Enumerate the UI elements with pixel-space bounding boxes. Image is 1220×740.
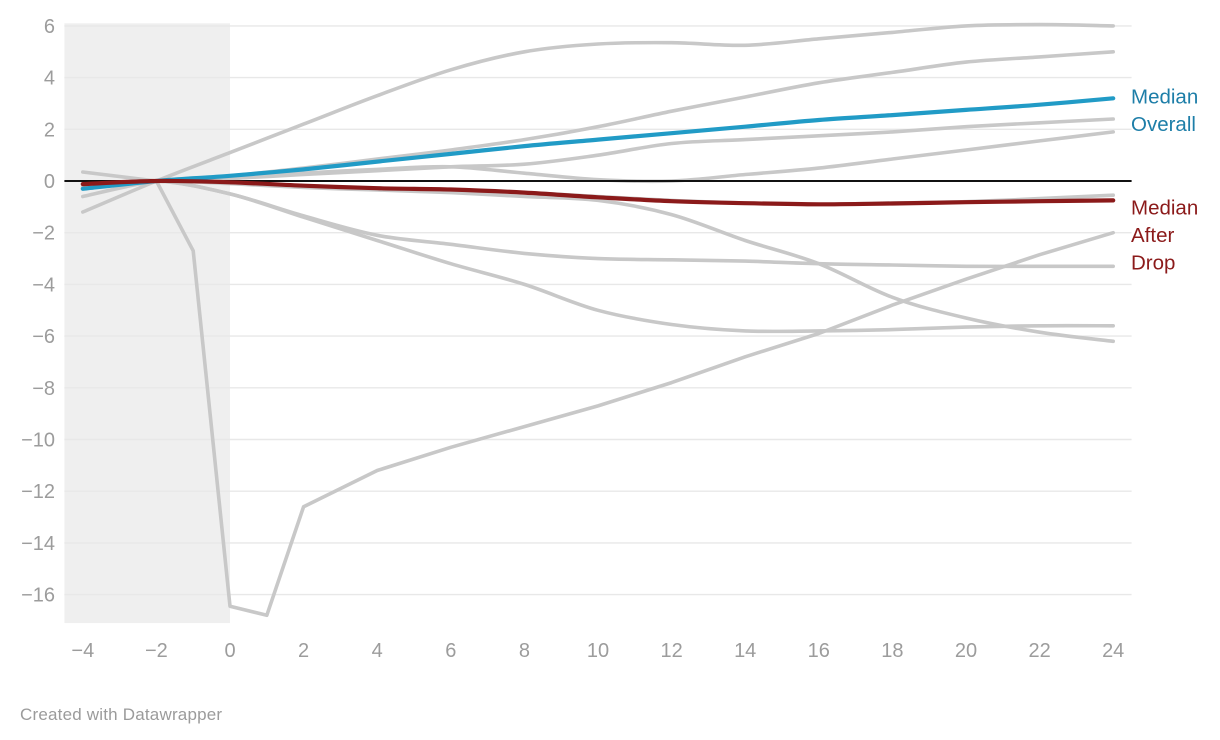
- x-tick-label: 24: [1102, 640, 1124, 662]
- x-tick-label: 20: [955, 640, 977, 662]
- series-line-gray-late-fall: [81, 179, 1115, 344]
- y-tick-label: −6: [32, 326, 55, 348]
- y-tick-label: −8: [32, 378, 55, 400]
- annotation-median-after-drop-line3: Drop: [1131, 251, 1175, 274]
- pre-period-shading: [64, 23, 231, 624]
- y-tick-label: 6: [44, 16, 55, 38]
- y-tick-label: −12: [21, 481, 55, 503]
- x-tick-label: 4: [372, 640, 383, 662]
- y-tick-label: −2: [32, 223, 55, 245]
- x-tick-label: 2: [298, 640, 309, 662]
- x-tick-label: 0: [224, 640, 235, 662]
- series-line-gray-dip-then-rise: [81, 130, 1115, 190]
- annotation-median-overall-line2: Overall: [1131, 113, 1196, 136]
- series-line-gray-fall-shallow: [81, 179, 1115, 269]
- x-tick-label: −2: [145, 640, 168, 662]
- x-tick-label: 6: [445, 640, 456, 662]
- y-tick-label: −14: [21, 533, 55, 555]
- annotation-median-after-drop-line1: Median: [1131, 196, 1198, 219]
- y-tick-label: −4: [32, 274, 55, 296]
- x-tick-label: 22: [1028, 640, 1050, 662]
- x-tick-label: 10: [587, 640, 609, 662]
- y-tick-label: −10: [21, 430, 55, 452]
- series-line-gray-fall-deep: [81, 179, 1115, 334]
- series-line-median-overall: [80, 96, 1116, 191]
- x-tick-label: 16: [808, 640, 830, 662]
- x-tick-label: −4: [71, 640, 94, 662]
- series-line-median-after-drop: [80, 178, 1116, 207]
- datawrapper-credit: Created with Datawrapper: [20, 705, 223, 724]
- x-tick-label: 14: [734, 640, 756, 662]
- x-tick-label: 8: [519, 640, 530, 662]
- annotation-median-overall-line1: Median: [1131, 85, 1198, 108]
- x-tick-label: 12: [660, 640, 682, 662]
- y-tick-label: −16: [21, 585, 55, 607]
- y-tick-label: 4: [44, 68, 55, 90]
- y-tick-label: 0: [44, 171, 55, 193]
- x-tick-label: 18: [881, 640, 903, 662]
- series-line-gray-rise-high: [81, 22, 1115, 214]
- series-line-gray-crash-recover: [81, 170, 1115, 618]
- y-tick-label: 2: [44, 119, 55, 141]
- annotation-median-after-drop-line2: After: [1131, 224, 1174, 247]
